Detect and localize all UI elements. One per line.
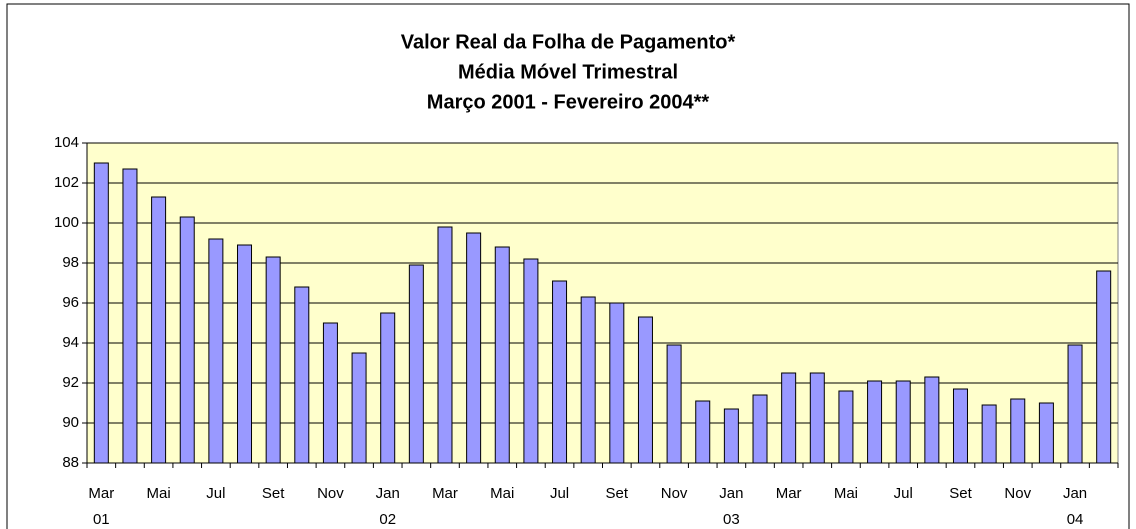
bar: [637, 316, 653, 464]
x-year-label: 02: [379, 511, 396, 528]
bar: [924, 376, 940, 464]
y-tick-label: 100: [54, 214, 79, 231]
bar: [781, 372, 797, 464]
bar: [408, 264, 424, 464]
bar: [867, 380, 883, 464]
y-tick-label: 98: [62, 254, 79, 271]
bar: [351, 352, 367, 464]
bar: [523, 258, 539, 464]
bar: [494, 246, 510, 464]
bar: [322, 322, 338, 464]
x-tick-label: Mai: [834, 485, 858, 502]
x-tick-label: Mai: [147, 485, 171, 502]
x-tick-label: Mar: [88, 485, 114, 502]
bar: [752, 394, 768, 464]
x-tick-label: Set: [262, 485, 285, 502]
y-tick-label: 94: [62, 334, 79, 351]
bar: [723, 408, 739, 464]
x-tick-label: Nov: [1004, 485, 1031, 502]
bar: [952, 388, 968, 464]
bar: [237, 244, 253, 464]
x-tick-label: Jan: [1063, 485, 1087, 502]
y-tick-label: 88: [62, 454, 79, 471]
bar: [437, 226, 453, 464]
x-tick-label: Nov: [661, 485, 688, 502]
x-tick-label: Nov: [317, 485, 344, 502]
bar: [1096, 270, 1112, 464]
y-tick-label: 90: [62, 414, 79, 431]
bar: [695, 400, 711, 464]
x-tick-label: Jul: [550, 485, 569, 502]
x-tick-label: Set: [606, 485, 629, 502]
chart-title: Março 2001 - Fevereiro 2004**: [427, 91, 710, 113]
x-tick-label: Mar: [432, 485, 458, 502]
bar: [1038, 402, 1054, 464]
bar: [552, 280, 568, 464]
x-tick-label: Jul: [206, 485, 225, 502]
x-year-label: 04: [1067, 511, 1084, 528]
bar: [466, 232, 482, 464]
bar: [666, 344, 682, 464]
bar: [981, 404, 997, 464]
x-tick-label: Mar: [776, 485, 802, 502]
bar: [265, 256, 281, 464]
bar: [609, 302, 625, 464]
chart-title: Valor Real da Folha de Pagamento*: [401, 31, 736, 53]
bar: [1067, 344, 1083, 464]
x-year-label: 03: [723, 511, 740, 528]
x-tick-label: Mai: [490, 485, 514, 502]
bar: [122, 168, 138, 464]
bar: [895, 380, 911, 464]
chart-title: Média Móvel Trimestral: [458, 61, 678, 83]
x-tick-label: Jan: [719, 485, 743, 502]
bar: [93, 162, 109, 464]
y-tick-label: 96: [62, 294, 79, 311]
x-year-label: 01: [93, 511, 110, 528]
bar: [179, 216, 195, 464]
y-tick-label: 92: [62, 374, 79, 391]
bar: [838, 390, 854, 464]
y-tick-label: 102: [54, 174, 79, 191]
bar: [809, 372, 825, 464]
bar: [380, 312, 396, 464]
y-tick-label: 104: [54, 134, 79, 151]
x-tick-label: Jan: [376, 485, 400, 502]
bar: [151, 196, 167, 464]
bar: [1010, 398, 1026, 464]
x-tick-label: Set: [949, 485, 972, 502]
bar: [208, 238, 224, 464]
bar: [580, 296, 596, 464]
x-tick-label: Jul: [894, 485, 913, 502]
bar: [294, 286, 310, 464]
